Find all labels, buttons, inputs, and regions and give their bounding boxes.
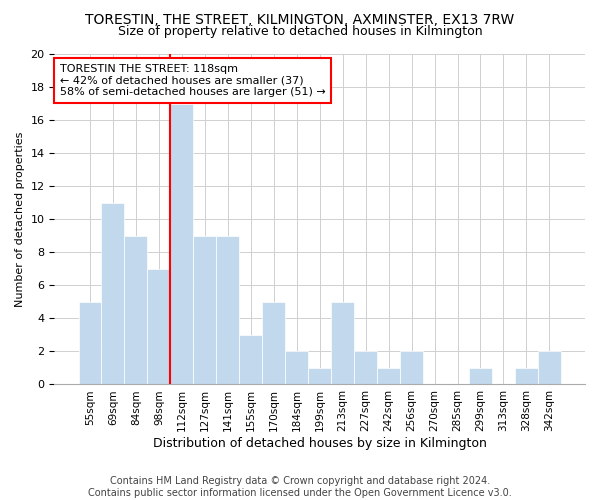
- Bar: [285, 352, 308, 384]
- Bar: [217, 236, 239, 384]
- Text: TORESTIN THE STREET: 118sqm
← 42% of detached houses are smaller (37)
58% of sem: TORESTIN THE STREET: 118sqm ← 42% of det…: [60, 64, 325, 97]
- Bar: [170, 104, 193, 384]
- Bar: [193, 236, 217, 384]
- Bar: [469, 368, 492, 384]
- Bar: [354, 352, 377, 384]
- Bar: [515, 368, 538, 384]
- Bar: [124, 236, 148, 384]
- Text: TORESTIN, THE STREET, KILMINGTON, AXMINSTER, EX13 7RW: TORESTIN, THE STREET, KILMINGTON, AXMINS…: [85, 12, 515, 26]
- Bar: [148, 269, 170, 384]
- Bar: [308, 368, 331, 384]
- Bar: [79, 302, 101, 384]
- Text: Contains HM Land Registry data © Crown copyright and database right 2024.
Contai: Contains HM Land Registry data © Crown c…: [88, 476, 512, 498]
- Bar: [538, 352, 561, 384]
- Bar: [331, 302, 354, 384]
- Bar: [400, 352, 423, 384]
- Y-axis label: Number of detached properties: Number of detached properties: [15, 132, 25, 307]
- Text: Size of property relative to detached houses in Kilmington: Size of property relative to detached ho…: [118, 25, 482, 38]
- Bar: [239, 335, 262, 384]
- X-axis label: Distribution of detached houses by size in Kilmington: Distribution of detached houses by size …: [153, 437, 487, 450]
- Bar: [101, 202, 124, 384]
- Bar: [262, 302, 285, 384]
- Bar: [377, 368, 400, 384]
